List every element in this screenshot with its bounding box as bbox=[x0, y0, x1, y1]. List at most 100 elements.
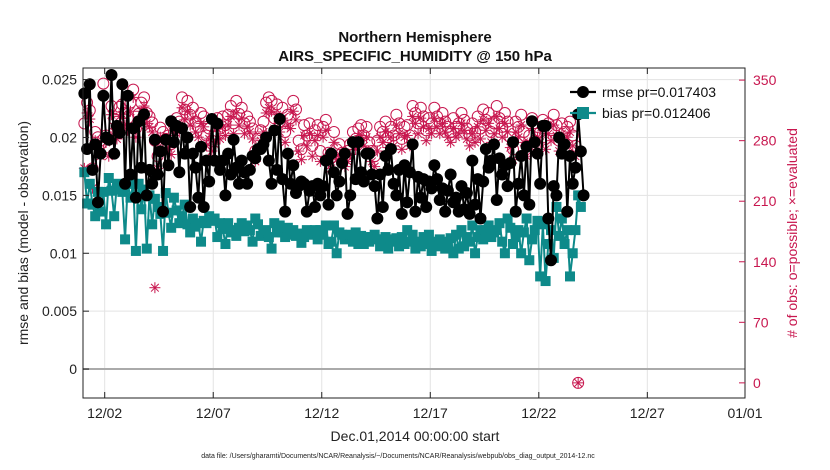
obs-evaluated-point bbox=[472, 121, 484, 133]
y-tick-label: 0.015 bbox=[42, 187, 77, 203]
bias-point bbox=[559, 239, 570, 249]
bias-point bbox=[415, 241, 426, 252]
rmse-point bbox=[428, 159, 441, 172]
plot-frame bbox=[82, 67, 746, 399]
bias-point bbox=[280, 232, 291, 243]
bias-point bbox=[79, 167, 90, 178]
bias-point bbox=[212, 232, 223, 243]
bias-point bbox=[196, 236, 207, 247]
bias-point bbox=[394, 241, 405, 252]
bias-point bbox=[410, 243, 421, 254]
rmse-point bbox=[444, 168, 457, 181]
bias-point bbox=[236, 218, 247, 229]
obs-evaluated-point bbox=[187, 112, 199, 124]
bias-point bbox=[160, 188, 171, 199]
rmse-point bbox=[566, 177, 579, 190]
bias-point bbox=[269, 218, 280, 229]
bias-point bbox=[529, 225, 540, 236]
obs-evaluated-point bbox=[572, 377, 584, 389]
bias-point bbox=[404, 236, 415, 247]
bias-point bbox=[111, 178, 122, 189]
bias-point bbox=[459, 241, 470, 252]
bias-point bbox=[101, 219, 112, 230]
obs-evaluated-point bbox=[312, 129, 324, 141]
x-tick-label: 12/22 bbox=[521, 405, 556, 421]
rmse-point bbox=[94, 147, 107, 160]
bias-point bbox=[499, 248, 510, 259]
bias-point bbox=[470, 248, 481, 259]
rmse-point bbox=[523, 198, 536, 211]
bias-point bbox=[380, 232, 391, 243]
y-right-tick-label: 280 bbox=[753, 133, 777, 149]
bias-point bbox=[532, 215, 543, 226]
bias-point bbox=[565, 271, 576, 282]
obs-evaluated-point bbox=[436, 117, 448, 129]
rmse-point bbox=[189, 161, 202, 174]
bias-point bbox=[109, 211, 120, 222]
bias-point bbox=[505, 222, 516, 233]
bias-point bbox=[328, 220, 339, 231]
obs-evaluated-point bbox=[285, 123, 297, 135]
rmse-point bbox=[406, 138, 419, 151]
rmse-point bbox=[184, 200, 197, 213]
y-right-tick-label: 70 bbox=[753, 314, 769, 330]
obs-evaluated-point bbox=[304, 128, 316, 140]
obs-evaluated-point bbox=[491, 110, 503, 122]
rmse-point bbox=[441, 184, 454, 197]
bias-point bbox=[407, 229, 418, 240]
bias-point bbox=[166, 222, 177, 233]
rmse-point bbox=[308, 200, 321, 213]
bias-point bbox=[502, 213, 513, 224]
legend-bias-label: bias pr=0.012406 bbox=[602, 105, 711, 121]
rmse-point bbox=[512, 177, 525, 190]
rmse-point bbox=[195, 140, 208, 153]
bias-point bbox=[133, 178, 144, 189]
bias-point bbox=[478, 234, 489, 245]
rmse-point bbox=[344, 189, 357, 202]
rmse-point bbox=[363, 147, 376, 160]
rmse-point bbox=[431, 173, 444, 186]
rmse-point bbox=[338, 147, 351, 160]
rmse-point bbox=[273, 112, 286, 125]
bias-point bbox=[497, 236, 508, 247]
bias-point bbox=[326, 236, 337, 247]
y-axis-left-label: rmse and bias (model - observation) bbox=[15, 121, 31, 345]
rmse-point bbox=[325, 147, 338, 160]
bias-point bbox=[90, 211, 101, 222]
bias-point bbox=[82, 198, 93, 209]
rmse-point bbox=[477, 175, 490, 188]
rmse-point bbox=[78, 87, 91, 100]
rmse-point bbox=[352, 136, 365, 149]
rmse-point bbox=[287, 159, 300, 172]
bias-point bbox=[209, 213, 220, 224]
bias-point bbox=[350, 227, 361, 238]
rmse-point bbox=[558, 138, 571, 151]
x-tick-label: 12/27 bbox=[630, 405, 665, 421]
x-tick-label: 01/01 bbox=[727, 405, 762, 421]
bias-point bbox=[106, 185, 117, 196]
bias-point bbox=[274, 220, 285, 231]
rmse-point bbox=[186, 147, 199, 160]
y-tick-label: 0.025 bbox=[42, 72, 77, 88]
rmse-point bbox=[574, 145, 587, 158]
rmse-point bbox=[83, 78, 96, 91]
bias-point bbox=[282, 222, 293, 233]
rmse-point bbox=[539, 119, 552, 132]
bias-point bbox=[396, 232, 407, 243]
rmse-point bbox=[382, 163, 395, 176]
bias-point bbox=[537, 219, 548, 230]
rmse-point bbox=[355, 166, 368, 179]
rmse-point bbox=[116, 78, 129, 91]
bias-point bbox=[543, 239, 554, 249]
bias-point bbox=[247, 236, 258, 247]
obs-evaluated-point bbox=[385, 131, 397, 143]
chart-title: Northern Hemisphere bbox=[338, 29, 491, 46]
bias-point bbox=[356, 230, 367, 241]
bias-point bbox=[418, 232, 429, 243]
rmse-point bbox=[192, 191, 205, 204]
bias-point bbox=[540, 276, 551, 287]
bias-point bbox=[228, 225, 239, 236]
rmse-point bbox=[341, 207, 354, 220]
obs-evaluated-point bbox=[105, 109, 117, 121]
obs-evaluated-point bbox=[377, 136, 389, 148]
